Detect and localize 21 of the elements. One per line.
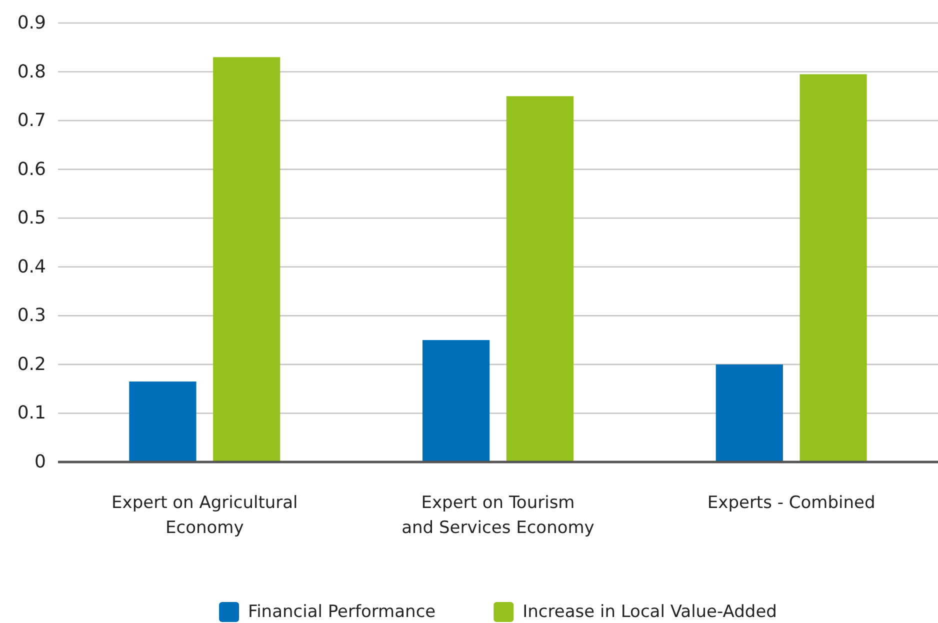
x-tick-label: Expert on Tourism and Services Economy xyxy=(402,493,594,538)
x-tick-label: Expert on Agricultural Economy xyxy=(112,493,298,538)
y-tick-label: 0.5 xyxy=(17,208,46,229)
bar xyxy=(506,96,574,462)
legend-label: Increase in Local Value-Added xyxy=(522,602,777,622)
y-tick-label: 0.1 xyxy=(17,402,46,424)
bar xyxy=(422,340,490,462)
bar xyxy=(716,364,783,462)
bar xyxy=(129,382,196,462)
bar xyxy=(800,74,867,462)
y-tick-label: 0.2 xyxy=(17,354,46,375)
y-tick-label: 0 xyxy=(34,452,46,472)
bar xyxy=(213,57,280,462)
y-tick-label: 0.6 xyxy=(17,158,46,180)
x-tick-label: Experts - Combined xyxy=(707,493,876,513)
y-tick-label: 0.3 xyxy=(17,305,46,326)
y-tick-label: 0.8 xyxy=(17,61,46,82)
y-tick-label: 0.7 xyxy=(17,110,46,132)
legend-label: Financial Performance xyxy=(248,602,436,622)
y-tick-label: 0.9 xyxy=(17,12,46,34)
y-tick-label: 0.4 xyxy=(17,256,46,278)
